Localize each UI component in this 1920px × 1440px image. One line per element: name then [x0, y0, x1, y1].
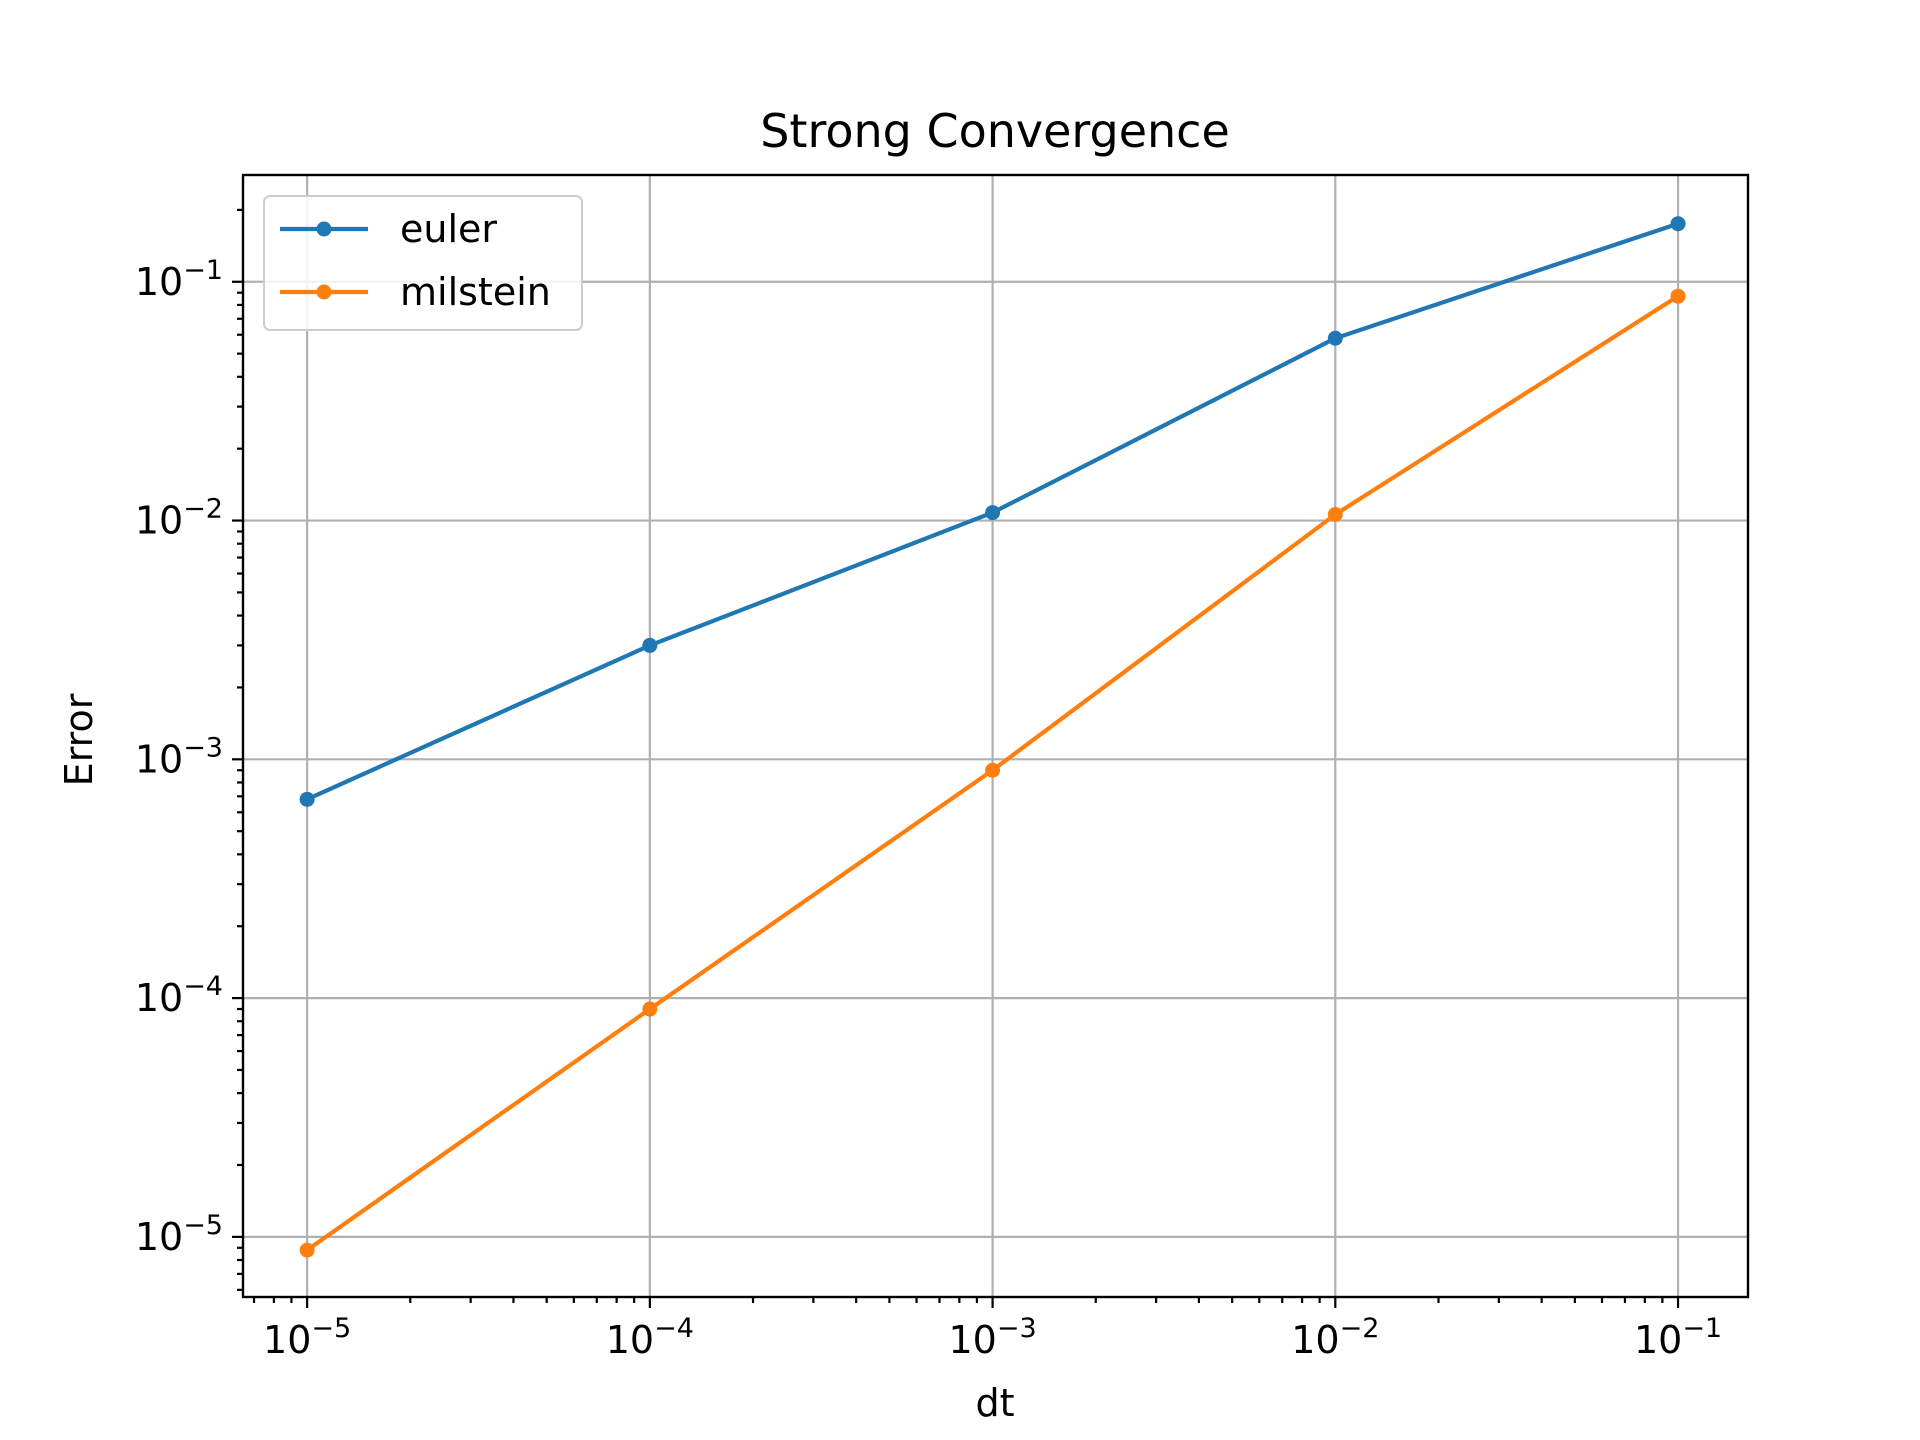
- x-tick-label-base: 10: [1291, 1318, 1339, 1362]
- major-ticks: [232, 280, 1680, 1308]
- x-tick-label-base: 10: [948, 1318, 996, 1362]
- data-point-milstein: [642, 1001, 658, 1017]
- y-tick-label-exponent: −4: [183, 971, 223, 1002]
- legend-label: euler: [400, 207, 497, 251]
- legend-item-milstein: milstein: [280, 270, 551, 314]
- x-tick-label: 10−3: [948, 1313, 1036, 1362]
- y-tick-label: 10−4: [135, 971, 223, 1020]
- y-tick-label-exponent: −3: [183, 732, 223, 763]
- series-milstein: [299, 288, 1686, 1258]
- series-euler: [299, 216, 1686, 807]
- x-axis-label: dt: [975, 1381, 1014, 1425]
- y-tick-label-base: 10: [135, 499, 183, 543]
- y-tick-label-base: 10: [135, 737, 183, 781]
- x-tick-label-base: 10: [263, 1318, 311, 1362]
- y-tick-labels: 10−510−410−310−210−1: [135, 255, 223, 1259]
- plot-area: [243, 175, 1748, 1297]
- y-tick-label-base: 10: [135, 260, 183, 304]
- x-tick-label: 10−2: [1291, 1313, 1379, 1362]
- series-lines: [299, 216, 1686, 1258]
- x-tick-label-exponent: −5: [311, 1313, 351, 1344]
- y-tick-label-base: 10: [135, 1215, 183, 1259]
- data-point-milstein: [299, 1242, 315, 1258]
- x-tick-label: 10−5: [263, 1313, 351, 1362]
- x-tick-label-exponent: −1: [1682, 1313, 1722, 1344]
- y-tick-label: 10−1: [135, 255, 223, 304]
- data-point-euler: [642, 637, 658, 653]
- x-tick-labels: 10−5 10−4 10−3 10−2 10−1: [263, 1313, 1722, 1362]
- legend-label: milstein: [400, 270, 551, 314]
- data-point-milstein: [1670, 288, 1686, 304]
- legend-swatch-marker: [316, 221, 332, 237]
- y-tick-label-base: 10: [135, 976, 183, 1020]
- x-tick-label-exponent: −3: [997, 1313, 1037, 1344]
- x-tick-label-exponent: −2: [1340, 1313, 1380, 1344]
- grid-lines: [243, 175, 1748, 1297]
- data-point-milstein: [985, 762, 1001, 778]
- x-tick-label-exponent: −4: [654, 1313, 694, 1344]
- y-tick-label: 10−2: [135, 494, 223, 543]
- chart-title: Strong Convergence: [760, 104, 1230, 158]
- data-point-milstein: [1327, 507, 1343, 523]
- x-tick-label: 10−4: [606, 1313, 694, 1362]
- y-tick-label-exponent: −1: [183, 255, 223, 286]
- legend-item-euler: euler: [280, 207, 497, 251]
- x-tick-label-base: 10: [606, 1318, 654, 1362]
- y-axis-label: Error: [57, 693, 101, 786]
- x-tick-label-base: 10: [1634, 1318, 1682, 1362]
- legend-swatch-marker: [316, 284, 332, 300]
- minor-ticks: [237, 208, 1664, 1303]
- data-point-euler: [1327, 330, 1343, 346]
- y-tick-label: 10−3: [135, 732, 223, 781]
- x-tick-label: 10−1: [1634, 1313, 1722, 1362]
- y-tick-label-exponent: −5: [183, 1210, 223, 1241]
- legend: euler milstein: [263, 195, 583, 331]
- y-tick-label: 10−5: [135, 1210, 223, 1259]
- data-point-euler: [299, 791, 315, 807]
- y-tick-label-exponent: −2: [183, 494, 223, 525]
- data-point-euler: [985, 505, 1001, 521]
- data-point-euler: [1670, 216, 1686, 232]
- axes-frame: [241, 173, 1750, 1299]
